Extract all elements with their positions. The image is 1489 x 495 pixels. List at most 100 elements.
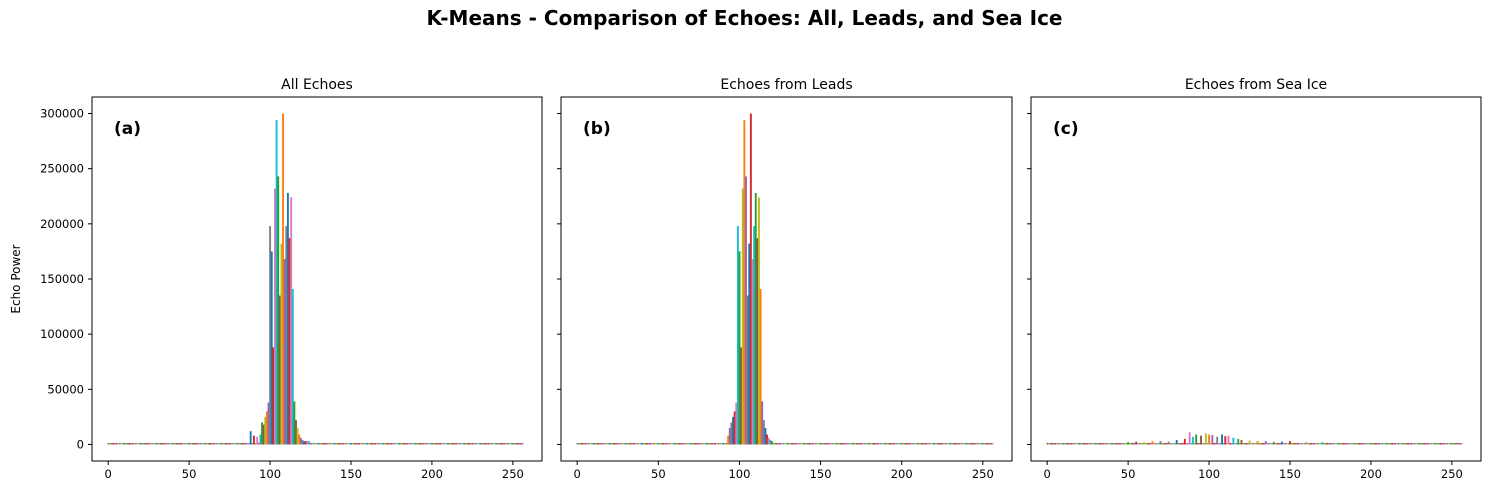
baseline-bar <box>246 442 249 445</box>
x-tick-label: 150 <box>340 467 362 481</box>
baseline-bar <box>245 442 247 445</box>
baseline-bar <box>836 442 838 445</box>
baseline-bar <box>977 442 979 445</box>
data-bar <box>1208 434 1211 445</box>
baseline-bar <box>449 442 451 445</box>
data-bar <box>296 427 299 445</box>
plot-frame <box>1030 96 1482 462</box>
panel-label: (a) <box>114 119 141 139</box>
baseline-bar <box>951 442 953 445</box>
baseline-bar <box>879 442 882 445</box>
baseline-bar <box>1328 442 1330 445</box>
baseline-bar <box>831 442 833 445</box>
baseline-bar <box>1271 442 1274 445</box>
baseline-bar <box>405 442 408 445</box>
baseline-bar <box>1231 442 1233 445</box>
baseline-bar <box>928 442 931 445</box>
baseline-bar <box>1049 442 1052 445</box>
baseline-bar <box>309 442 312 445</box>
baseline-bar <box>922 442 924 445</box>
baseline-bar <box>878 442 880 445</box>
baseline-bar <box>1342 442 1345 445</box>
baseline-bar <box>670 442 673 445</box>
baseline-bar <box>1109 442 1112 445</box>
baseline-bar <box>794 442 796 445</box>
baseline-bar <box>1156 442 1159 445</box>
baseline-bar <box>1148 442 1151 445</box>
baseline-bar <box>639 442 642 445</box>
baseline-bar <box>352 442 354 445</box>
baseline-bar <box>1401 442 1403 445</box>
baseline-bar <box>1276 442 1279 445</box>
baseline-bar <box>790 442 793 445</box>
baseline-bar <box>1323 442 1325 445</box>
baseline-bar <box>907 442 910 445</box>
baseline-bar <box>1417 442 1419 445</box>
baseline-bar <box>914 442 916 445</box>
baseline-bar <box>969 442 971 445</box>
x-tick-label: 100 <box>1198 467 1220 481</box>
x-tick-label: 250 <box>502 467 524 481</box>
baseline-bar <box>507 442 510 445</box>
baseline-bar <box>402 442 404 445</box>
data-bar <box>1204 433 1207 445</box>
x-tick-label: 200 <box>1360 467 1382 481</box>
baseline-bar <box>712 442 715 445</box>
baseline-bar <box>521 442 524 445</box>
baseline-bar <box>431 442 433 445</box>
baseline-bar <box>615 442 618 445</box>
baseline-bar <box>600 442 603 445</box>
baseline-bar <box>473 442 476 445</box>
baseline-bar <box>342 442 344 445</box>
baseline-bar <box>1350 442 1353 445</box>
baseline-bar <box>1096 442 1099 445</box>
baseline-bar <box>659 442 661 445</box>
x-tick-label: 0 <box>574 467 581 481</box>
baseline-bar <box>1100 442 1102 445</box>
data-bar <box>1272 441 1275 445</box>
baseline-bar <box>901 442 903 445</box>
baseline-bar <box>1226 442 1228 445</box>
data-bar <box>249 431 252 445</box>
x-tick-label: 50 <box>1121 467 1136 481</box>
baseline-bar <box>475 442 477 445</box>
baseline-bar <box>203 442 205 445</box>
baseline-bar <box>1380 442 1382 445</box>
baseline-bar <box>910 442 913 445</box>
data-bar <box>1248 440 1251 445</box>
baseline-bar <box>925 442 928 445</box>
baseline-bar <box>888 442 890 445</box>
baseline-bar <box>1370 442 1372 445</box>
baseline-bar <box>961 442 963 445</box>
baseline-bar <box>114 442 116 445</box>
baseline-bar <box>865 442 867 445</box>
baseline-bar <box>636 442 639 445</box>
baseline-bar <box>149 442 152 445</box>
baseline-bar <box>1388 442 1390 445</box>
baseline-bar <box>602 442 605 445</box>
baseline-bar <box>1150 442 1152 445</box>
data-bar <box>280 243 283 445</box>
baseline-bar <box>1158 442 1160 445</box>
baseline-bar <box>1085 442 1088 445</box>
baseline-bar <box>1426 442 1429 445</box>
baseline-bar <box>798 442 801 445</box>
baseline-bar <box>578 442 580 445</box>
baseline-bar <box>185 442 187 445</box>
baseline-bar <box>424 442 427 445</box>
baseline-bar <box>701 442 704 445</box>
baseline-bar <box>985 442 988 445</box>
data-bar <box>1159 441 1162 445</box>
baseline-bar <box>311 442 314 445</box>
baseline-bar <box>500 442 503 445</box>
baseline-bar <box>810 442 812 445</box>
baseline-bar <box>938 442 940 445</box>
baseline-bar <box>220 442 223 445</box>
baseline-bar <box>397 442 399 445</box>
baseline-bar <box>1070 442 1073 445</box>
baseline-bar <box>411 442 414 445</box>
baseline-bar <box>356 442 359 445</box>
baseline-bar <box>139 442 142 445</box>
baseline-bar <box>143 442 145 445</box>
